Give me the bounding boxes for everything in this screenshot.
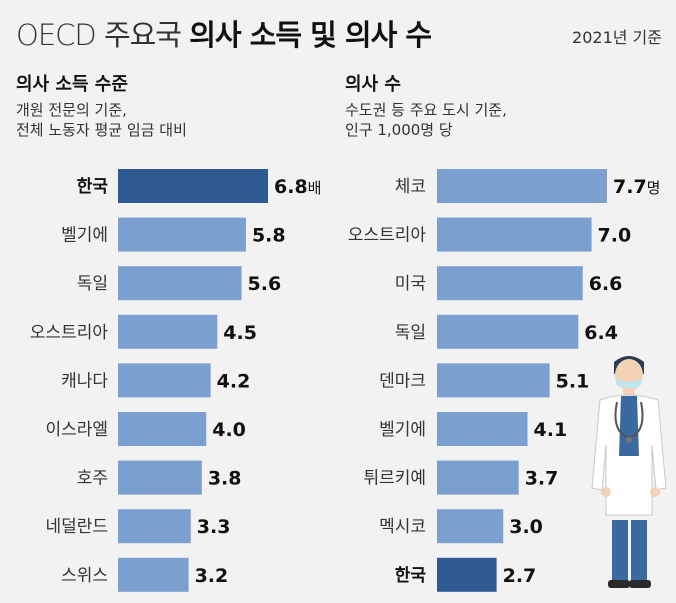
bar <box>437 169 607 203</box>
category-label: 미국 <box>395 274 426 294</box>
chart-title: OECD 주요국 의사 소득 및 의사 수 <box>16 12 432 54</box>
bar <box>118 363 211 398</box>
left-panel-subtitle-1: 개원 전문의 기준, <box>16 101 127 119</box>
category-label: 멕시코 <box>379 517 426 537</box>
bar <box>118 314 218 349</box>
category-label: 독일 <box>395 323 426 343</box>
category-label: 한국 <box>77 177 109 197</box>
bar <box>118 266 242 301</box>
category-label: 벨기에 <box>61 226 108 246</box>
category-label: 덴마크 <box>379 371 426 391</box>
value-label: 6.8배 <box>274 176 321 198</box>
unit-label: 명 <box>647 179 661 197</box>
right-panel-subtitle-2: 인구 1,000명 당 <box>345 121 453 139</box>
title-bold: 의사 소득 및 의사 수 <box>189 18 432 52</box>
value-label: 6.6 <box>589 273 623 295</box>
category-label: 캐나다 <box>61 371 108 391</box>
bar <box>118 169 268 203</box>
doctor-icon <box>591 356 667 588</box>
year-note: 2021년 기준 <box>572 28 662 47</box>
bar <box>437 217 592 252</box>
category-label: 체코 <box>395 177 426 197</box>
right-panel-header: 의사 수 수도권 등 주요 도시 기준, 인구 1,000명 당 <box>345 70 507 140</box>
value-label: 5.6 <box>248 273 282 295</box>
category-label: 오스트리아 <box>348 226 427 246</box>
bar <box>118 509 191 544</box>
category-label: 오스트리아 <box>30 323 109 343</box>
value-label: 4.1 <box>534 419 568 441</box>
bar <box>118 412 207 446</box>
bar <box>437 314 579 349</box>
left-panel-title: 의사 소득 수준 <box>16 74 128 95</box>
value-label: 7.7명 <box>613 176 660 198</box>
value-label: 4.2 <box>217 370 251 392</box>
value-label: 4.0 <box>212 419 246 441</box>
value-label: 5.1 <box>556 370 590 392</box>
bar <box>118 217 246 252</box>
bar <box>437 557 497 592</box>
category-label: 호주 <box>77 469 108 489</box>
right-panel-title: 의사 수 <box>345 74 401 95</box>
value-label: 6.4 <box>584 322 618 344</box>
bar <box>437 363 550 398</box>
category-label: 이스라엘 <box>45 420 108 440</box>
value-label: 3.2 <box>195 565 229 587</box>
bar <box>437 412 528 446</box>
left-panel-header: 의사 소득 수준 개원 전문의 기준, 전체 노동자 평균 임금 대비 <box>16 70 187 140</box>
value-label: 4.5 <box>223 322 257 344</box>
bar <box>437 460 519 495</box>
category-label: 독일 <box>77 274 108 294</box>
category-label: 한국 <box>395 566 427 586</box>
category-label: 튀르키예 <box>363 469 426 489</box>
value-label: 3.7 <box>525 468 559 490</box>
value-label: 2.7 <box>503 565 537 587</box>
category-label: 스위스 <box>61 566 108 586</box>
bar <box>118 557 189 592</box>
bar <box>118 460 202 495</box>
value-label: 3.3 <box>197 516 231 538</box>
title-light: OECD 주요국 <box>16 18 182 52</box>
bar <box>437 509 504 544</box>
value-label: 5.8 <box>252 225 286 247</box>
value-label: 7.0 <box>598 225 632 247</box>
value-label: 3.8 <box>208 468 242 490</box>
unit-label: 배 <box>308 179 322 197</box>
bar <box>437 266 583 301</box>
right-panel-subtitle-1: 수도권 등 주요 도시 기준, <box>345 101 507 119</box>
category-label: 네덜란드 <box>45 517 108 537</box>
value-label: 3.0 <box>509 516 543 538</box>
left-panel-subtitle-2: 전체 노동자 평균 임금 대비 <box>16 121 187 139</box>
category-label: 벨기에 <box>379 420 426 440</box>
